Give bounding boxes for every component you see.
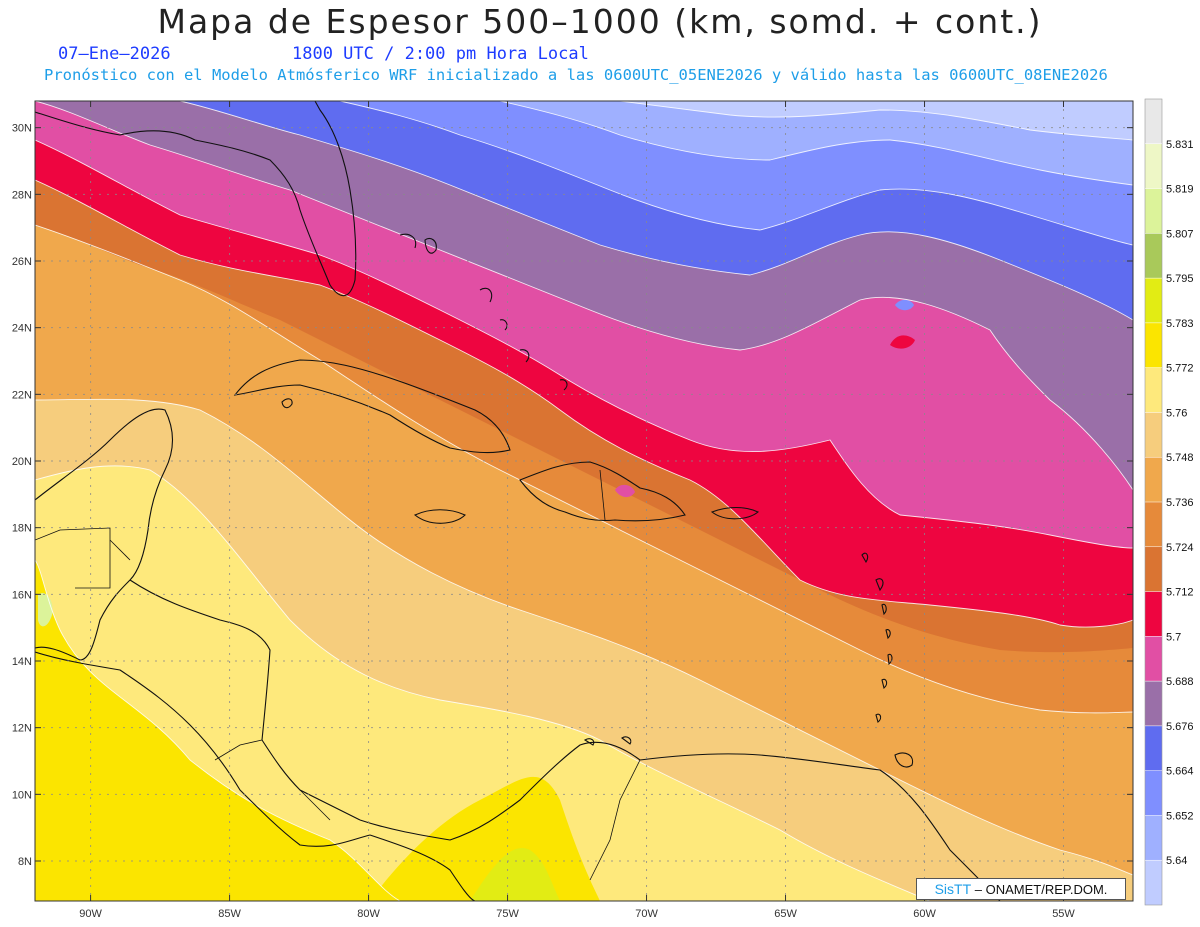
lon-axis: 90W 85W 80W 75W 70W 65W 60W 55W xyxy=(79,101,1075,920)
colorbar-label-6: 5.712 xyxy=(1166,587,1194,599)
map-title: Mapa de Espesor 500–1000 (km, somd. + co… xyxy=(157,2,1043,41)
colorbar-label-5: 5.7 xyxy=(1166,631,1181,643)
lat-label-9: 26N xyxy=(12,256,32,268)
plot-frame xyxy=(34,100,1134,902)
colorbar-swatch-10 xyxy=(1145,412,1162,458)
colorbar-label-12: 5.783 xyxy=(1166,318,1194,330)
colorbar-label-13: 5.795 xyxy=(1166,273,1194,285)
lon-label-0: 90W xyxy=(79,908,102,920)
colorbar-label-1: 5.652 xyxy=(1166,810,1194,822)
contour-lines xyxy=(35,101,1133,901)
colorbar-swatch-15 xyxy=(1145,188,1162,234)
band-5.652 xyxy=(500,101,1133,185)
colorbar-swatch-7 xyxy=(1145,546,1162,592)
lat-label-4: 16N xyxy=(12,589,32,601)
colorbar-swatch-16 xyxy=(1145,143,1162,189)
colorbar-label-0: 5.64 xyxy=(1166,855,1187,867)
colorbar-label-8: 5.736 xyxy=(1166,497,1194,509)
colorbar-swatch-2 xyxy=(1145,770,1162,816)
forecast-info: Pronóstico con el Modelo Atmósferico WRF… xyxy=(44,66,1108,84)
sistt-logo-text: SisTT xyxy=(934,881,972,897)
colorbar-label-11: 5.772 xyxy=(1166,363,1194,375)
colorbar-label-15: 5.819 xyxy=(1166,184,1194,196)
lat-label-0: 8N xyxy=(18,856,32,868)
plot-area xyxy=(35,101,1133,901)
borders xyxy=(35,469,641,881)
colorbar-swatch-11 xyxy=(1145,367,1162,413)
lat-label-2: 12N xyxy=(12,723,32,735)
colorbar-swatch-3 xyxy=(1145,725,1162,771)
lat-label-11: 30N xyxy=(12,123,32,135)
lat-label-1: 10N xyxy=(12,789,32,801)
lon-label-6: 60W xyxy=(913,908,936,920)
coastlines xyxy=(35,101,1001,901)
valid-date: 07–Ene–2026 xyxy=(58,44,171,64)
colorbar-swatch-5 xyxy=(1145,636,1162,682)
lat-label-6: 20N xyxy=(12,456,32,468)
lat-label-8: 24N xyxy=(12,323,32,335)
lon-label-7: 55W xyxy=(1052,908,1075,920)
thickness-map: 90W 85W 80W 75W 70W 65W 60W 55W 8N 10N 12N 14N 16N 1… xyxy=(12,98,1194,920)
colorbar-swatch-9 xyxy=(1145,457,1162,502)
colorbar-swatch-8 xyxy=(1145,502,1162,547)
credit-text: – ONAMET/REP.DOM. xyxy=(974,882,1108,897)
colorbar: 5.64 5.652 5.664 5.676 5.688 5.7 5.712 5.724 5.7… xyxy=(1144,98,1194,906)
band-5.64 xyxy=(620,101,1133,140)
colorbar-label-2: 5.664 xyxy=(1166,766,1194,778)
lat-axis: 8N 10N 12N 14N 16N 18N 20N 22N 24N 26N 28N 30N xyxy=(12,123,1133,868)
colorbar-swatch-12 xyxy=(1145,322,1162,368)
colorbar-swatch-13 xyxy=(1145,278,1162,323)
colorbar-label-3: 5.676 xyxy=(1166,721,1194,733)
colorbar-label-14: 5.807 xyxy=(1166,228,1194,240)
colorbar-label-10: 5.76 xyxy=(1166,407,1187,419)
colorbar-swatch-4 xyxy=(1145,681,1162,726)
colorbar-swatch-6 xyxy=(1145,591,1162,637)
band-5.795 xyxy=(470,848,560,901)
lon-label-2: 80W xyxy=(357,908,380,920)
lat-label-7: 22N xyxy=(12,389,32,401)
credit-box: SisTT – ONAMET/REP.DOM. xyxy=(916,878,1126,900)
lon-label-4: 70W xyxy=(635,908,658,920)
lon-label-1: 85W xyxy=(218,908,241,920)
lon-label-5: 65W xyxy=(774,908,797,920)
graticule xyxy=(35,101,1133,901)
colorbar-swatch-17 xyxy=(1145,99,1162,144)
valid-time: 1800 UTC / 2:00 pm Hora Local xyxy=(292,44,589,64)
band-5.772 xyxy=(35,560,400,901)
colorbar-label-9: 5.748 xyxy=(1166,452,1194,464)
colorbar-label-4: 5.688 xyxy=(1166,676,1194,688)
lat-label-5: 18N xyxy=(12,523,32,535)
lat-label-3: 14N xyxy=(12,656,32,668)
colorbar-label-16: 5.831 xyxy=(1166,139,1194,151)
colorbar-swatch-1 xyxy=(1145,815,1162,861)
colorbar-swatch-14 xyxy=(1145,233,1162,279)
lon-label-3: 75W xyxy=(496,908,519,920)
lat-label-10: 28N xyxy=(12,189,32,201)
colorbar-swatch-0 xyxy=(1145,860,1162,905)
colorbar-label-7: 5.724 xyxy=(1166,542,1194,554)
